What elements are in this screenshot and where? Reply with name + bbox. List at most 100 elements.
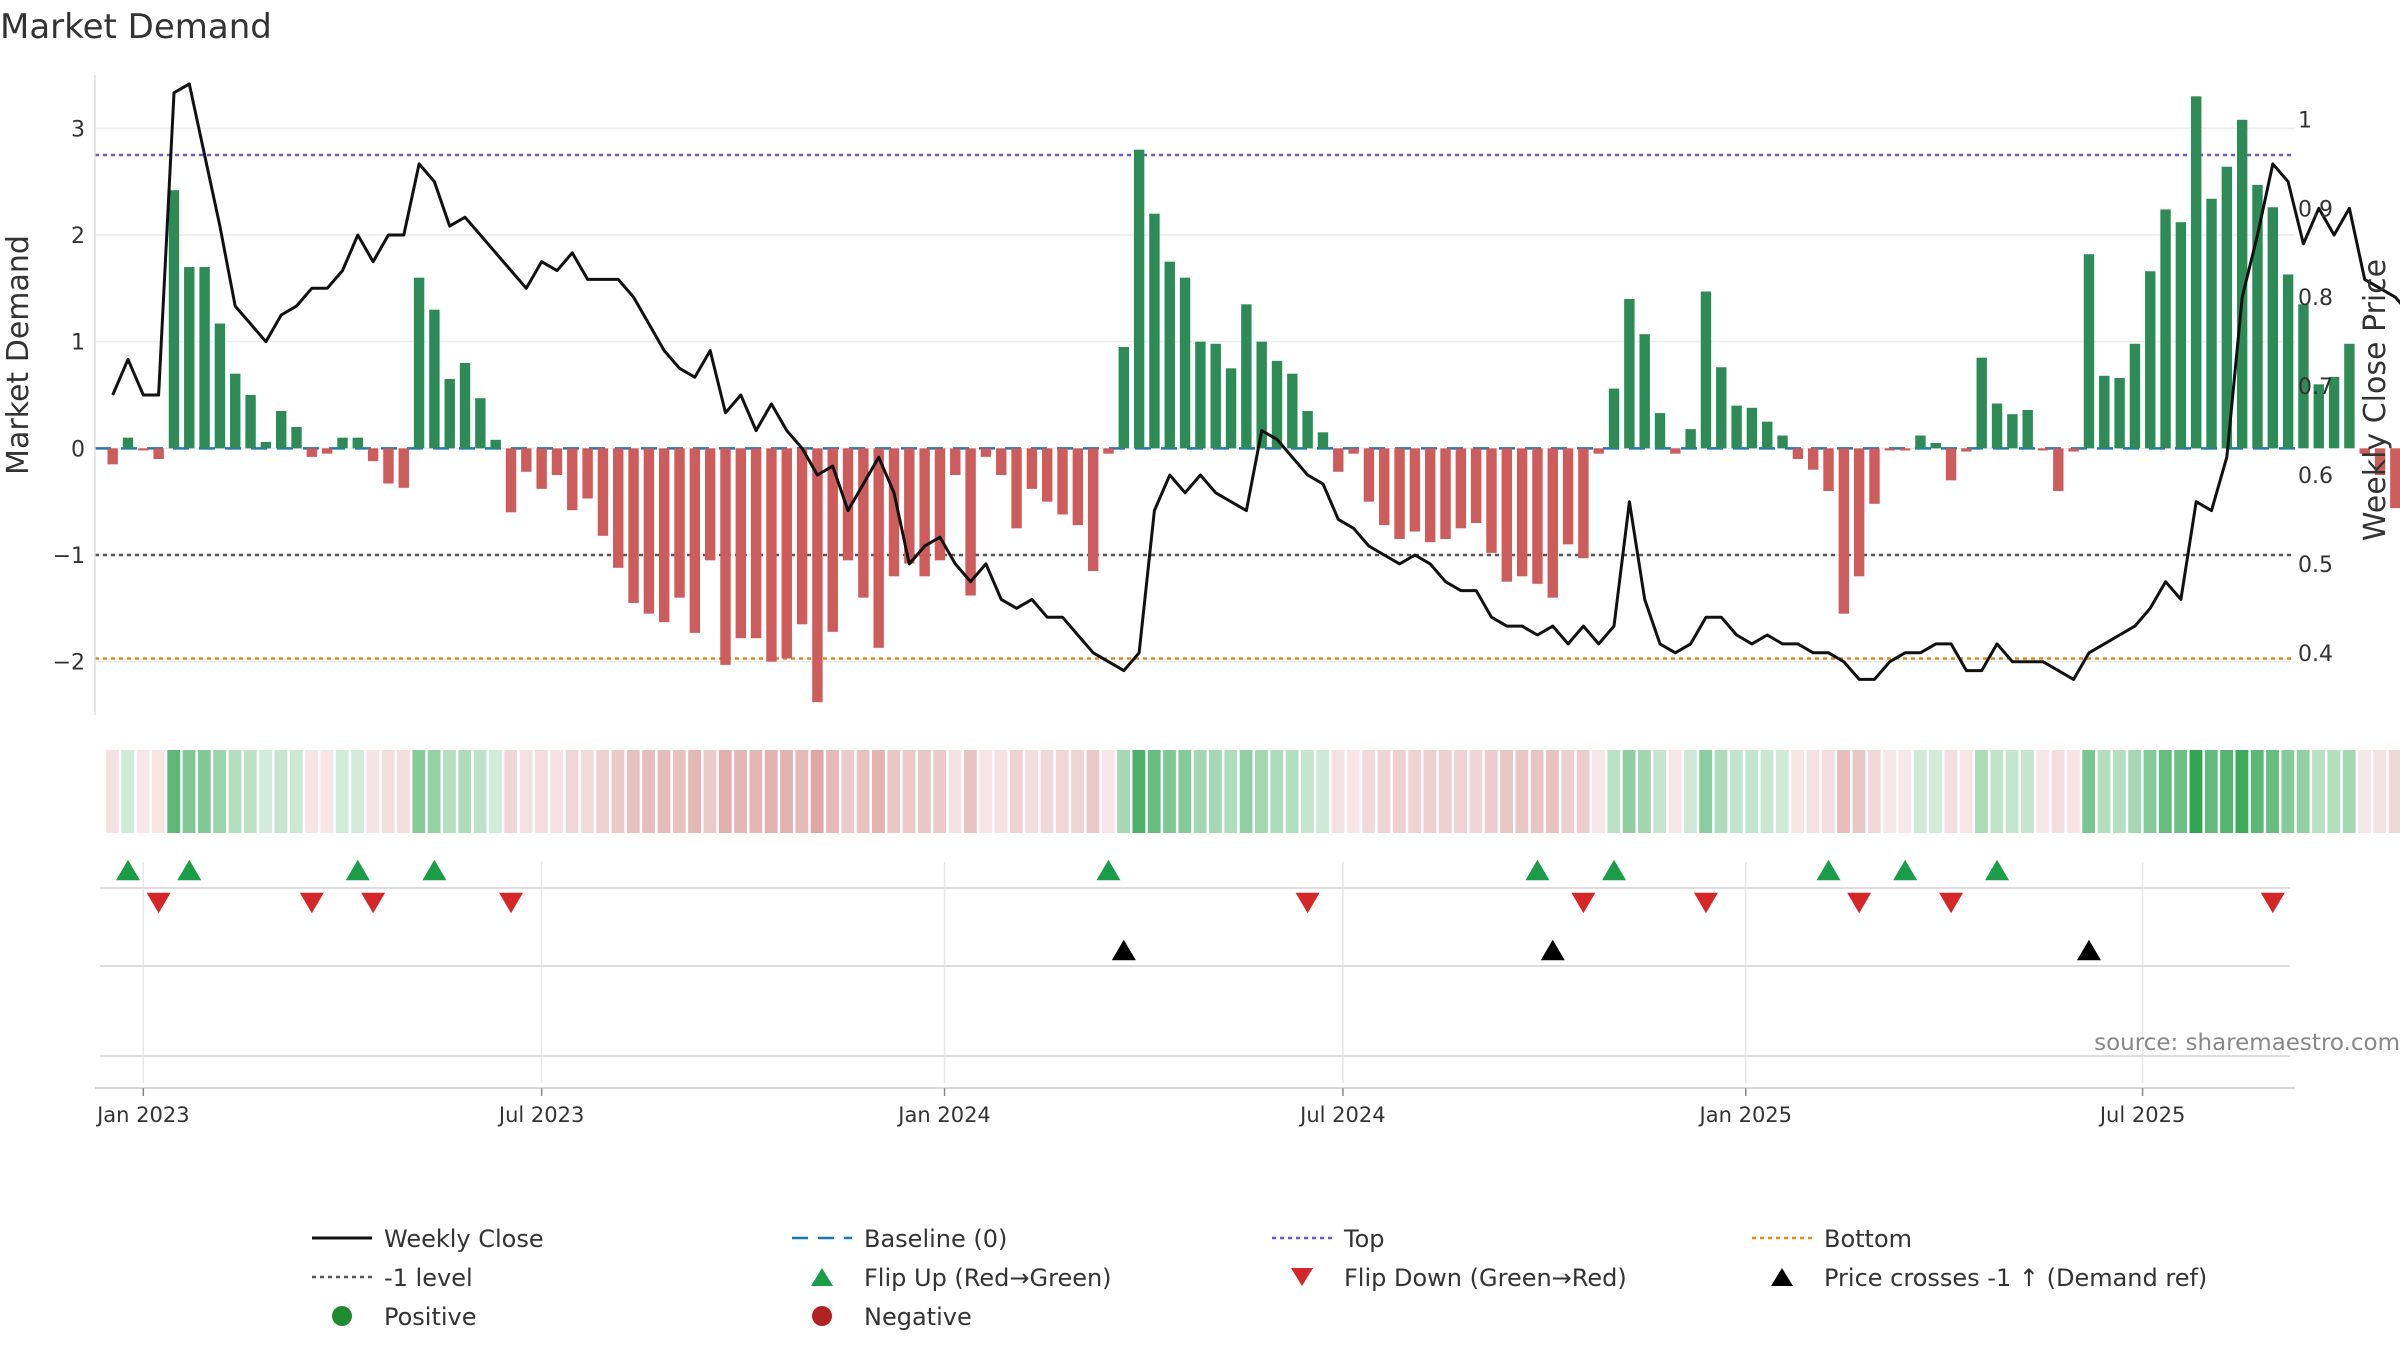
heat-cell <box>412 750 426 833</box>
demand-bar <box>321 448 333 454</box>
y-tick-right: 0.8 <box>2298 286 2333 311</box>
demand-bar <box>536 448 547 489</box>
demand-bar <box>2221 166 2233 449</box>
demand-bar <box>2313 384 2324 449</box>
heat-cell <box>243 750 257 833</box>
y-tick-right: 0.5 <box>2298 553 2333 578</box>
demand-bar <box>2298 304 2309 449</box>
x-tick-label: Jan 2025 <box>1698 1103 1793 1127</box>
demand-bar <box>735 448 746 639</box>
heat-cell <box>917 750 931 833</box>
price-line-group <box>111 82 2400 681</box>
x-tick-label: Jul 2023 <box>497 1103 584 1127</box>
heat-cell <box>397 750 410 833</box>
heat-cell <box>136 750 150 833</box>
heat-cell <box>289 750 303 833</box>
demand-bar <box>1042 448 1053 502</box>
demand-bar <box>521 448 532 472</box>
heat-cell <box>826 750 839 833</box>
demand-bar <box>2083 254 2095 449</box>
demand-bar <box>199 267 210 449</box>
demand-bar <box>720 448 731 665</box>
demand-bar <box>337 437 348 449</box>
demand-bar <box>1823 448 1834 491</box>
flip-up-marker <box>1816 859 1841 881</box>
demand-bar <box>2160 209 2171 449</box>
demand-bar <box>1792 448 1804 459</box>
demand-bar <box>2374 448 2386 475</box>
demand-bar <box>1425 448 1436 543</box>
flip-down-marker <box>361 892 386 914</box>
heat-cell <box>1821 750 1835 833</box>
y-tick-left: 3 <box>71 117 85 142</box>
demand-heat-strip <box>106 750 2400 833</box>
legend-item-bottom: Bottom <box>1752 1225 1912 1253</box>
heat-cell <box>1117 750 1130 833</box>
heat-cell <box>443 750 456 833</box>
demand-bar <box>107 448 118 465</box>
heat-cell <box>1729 750 1743 833</box>
heat-cell <box>948 750 962 833</box>
heat-cell <box>1898 750 1912 833</box>
demand-bar <box>2328 376 2340 449</box>
y-tick-left: −1 <box>53 544 85 569</box>
demand-bar <box>2129 343 2141 449</box>
heat-cell <box>351 750 364 833</box>
demand-bar <box>812 448 823 703</box>
legend-label: Bottom <box>1824 1225 1912 1253</box>
demand-bar <box>214 323 226 449</box>
heat-cell <box>1438 750 1452 833</box>
demand-bar <box>1808 448 1819 470</box>
heat-cell <box>197 750 211 833</box>
heat-cell <box>1377 750 1391 833</box>
heat-cell <box>2174 750 2188 833</box>
demand-bar <box>398 448 409 488</box>
x-tick-label: Jul 2025 <box>2098 1103 2185 1127</box>
demand-bar <box>2022 409 2033 449</box>
heat-cell <box>1423 750 1437 833</box>
heat-cell <box>1300 750 1314 833</box>
heat-cell <box>1714 750 1728 833</box>
heat-cell <box>2204 750 2218 833</box>
demand-bar <box>291 427 302 449</box>
heat-cell <box>1071 750 1084 833</box>
heat-cell <box>1852 750 1866 833</box>
heat-cell <box>1806 750 1820 833</box>
heat-cell <box>872 750 885 833</box>
heat-cell <box>626 750 640 833</box>
heat-cell <box>106 750 119 833</box>
heat-cell <box>2082 750 2096 833</box>
heat-cell <box>2342 750 2356 833</box>
heat-cell <box>994 750 1008 833</box>
heat-cell <box>151 750 165 833</box>
heat-cell <box>963 750 977 833</box>
y-tick-right: 0.7 <box>2298 375 2333 400</box>
demand-bar <box>1164 261 1175 449</box>
heat-cell <box>1653 750 1667 833</box>
demand-bar <box>2053 448 2064 491</box>
y-tick-left: −2 <box>53 651 85 676</box>
heat-cell <box>121 750 135 833</box>
flip-up-marker <box>1893 859 1918 881</box>
cross-up-marker <box>2076 939 2101 961</box>
heat-cell <box>1316 750 1330 833</box>
demand-bar <box>1133 149 1145 449</box>
demand-bar <box>2114 377 2125 449</box>
heat-cell <box>2112 750 2126 833</box>
demand-bar <box>1317 432 1329 449</box>
demand-bar <box>674 448 685 598</box>
demand-bar <box>1440 448 1451 539</box>
demand-bar <box>168 190 180 449</box>
demand-bar <box>1271 360 1283 449</box>
event-markers <box>100 859 2290 1057</box>
heat-cell <box>1454 750 1467 833</box>
demand-bar <box>2390 448 2400 509</box>
demand-bar <box>429 309 440 449</box>
legend-item-minus-one: -1 level <box>312 1264 473 1292</box>
heat-cell <box>1837 750 1850 833</box>
legend-item-weekly-close: Weekly Close <box>312 1225 544 1253</box>
demand-bar <box>750 448 762 639</box>
demand-bar <box>1348 448 1359 454</box>
demand-bar <box>459 363 471 449</box>
demand-bar <box>996 448 1007 475</box>
